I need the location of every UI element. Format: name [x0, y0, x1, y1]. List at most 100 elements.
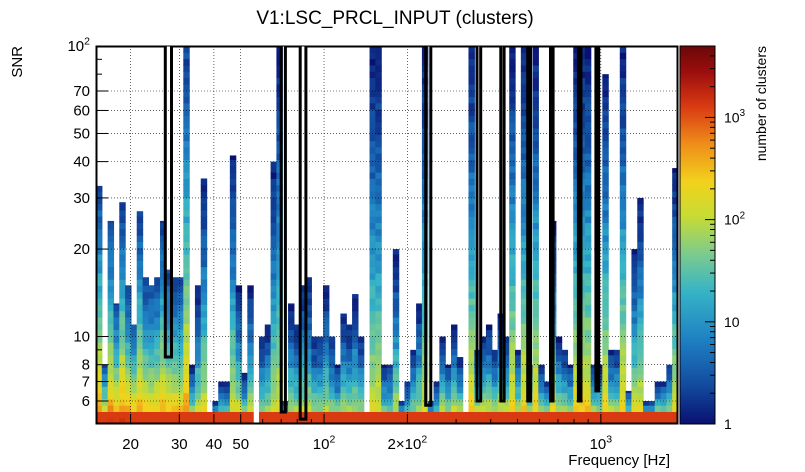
heatmap-cell	[317, 405, 324, 412]
heatmap-cell	[154, 279, 161, 286]
heatmap-cell	[200, 253, 208, 261]
heatmap-cell	[107, 235, 115, 242]
heatmap-cell	[311, 336, 318, 343]
heatmap-cell	[369, 64, 376, 72]
heatmap-cell	[544, 405, 551, 412]
heatmap-cell	[276, 260, 283, 268]
y-axis-label: SNR	[9, 46, 26, 78]
heatmap-cell	[520, 190, 528, 198]
heatmap-cell	[375, 209, 382, 217]
heatmap-cell	[381, 367, 388, 375]
heatmap-cell	[613, 349, 621, 356]
heatmap-cell	[584, 146, 592, 154]
heatmap-cell	[561, 405, 569, 412]
heatmap-cell	[305, 361, 312, 368]
heatmap-cell	[177, 392, 184, 400]
heatmap-cell	[229, 386, 237, 394]
heatmap-cell	[276, 165, 283, 173]
heatmap-cell	[375, 235, 382, 242]
heatmap-cell	[334, 405, 342, 412]
heatmap-cell	[305, 285, 312, 293]
heatmap-cell	[637, 354, 644, 362]
heatmap-cell	[619, 304, 627, 312]
heatmap-cell	[229, 228, 237, 236]
heatmap-cell	[235, 304, 243, 312]
heatmap-cell	[392, 323, 400, 331]
heatmap-cell	[474, 417, 481, 424]
heatmap-cell	[171, 373, 179, 381]
heatmap-cell	[107, 392, 115, 400]
heatmap-cell	[619, 190, 627, 198]
heatmap-cell	[276, 222, 283, 230]
heatmap-cell	[276, 64, 283, 72]
heatmap-cell	[264, 329, 272, 337]
heatmap-cell	[322, 361, 330, 368]
heatmap-cell	[229, 235, 237, 242]
heatmap-cell	[270, 197, 278, 205]
heatmap-cell	[573, 335, 580, 343]
heatmap-cell	[264, 373, 272, 381]
heatmap-cell	[619, 58, 627, 66]
heatmap-cell	[305, 379, 312, 387]
heatmap-cell	[148, 411, 155, 419]
heatmap-cell	[276, 379, 283, 387]
heatmap-cell	[160, 247, 167, 255]
heatmap-cell	[637, 209, 644, 217]
heatmap-cell	[270, 260, 278, 268]
heatmap-cell	[584, 386, 592, 394]
heatmap-cell	[619, 247, 627, 255]
heatmap-cell	[142, 329, 149, 337]
heatmap-cell	[171, 417, 179, 424]
heatmap-cell	[229, 209, 237, 217]
heatmap-cell	[258, 342, 266, 349]
heatmap-cell	[590, 405, 598, 412]
heatmap-cell	[509, 272, 516, 280]
heatmap-cell	[113, 398, 120, 406]
heatmap-cell	[107, 228, 115, 236]
heatmap-cell	[119, 373, 126, 381]
heatmap-cell	[573, 209, 580, 217]
heatmap-cell	[602, 342, 609, 349]
heatmap-cell	[369, 127, 376, 135]
heatmap-cell	[241, 417, 248, 424]
heatmap-cell	[573, 398, 580, 406]
heatmap-cell	[666, 373, 673, 381]
heatmap-cell	[590, 364, 598, 368]
heatmap-cell	[229, 241, 237, 249]
heatmap-cell	[619, 127, 627, 135]
heatmap-cell	[532, 342, 539, 349]
heatmap-cell	[532, 348, 539, 356]
heatmap-cell	[619, 323, 627, 331]
heatmap-cell	[119, 285, 126, 293]
heatmap-cell	[375, 96, 382, 104]
heatmap-cell	[613, 373, 621, 381]
heatmap-cell	[229, 342, 237, 349]
heatmap-cell	[171, 379, 179, 387]
heatmap-cell	[410, 361, 417, 368]
heatmap-cell	[369, 266, 376, 274]
heatmap-cell	[177, 411, 184, 419]
heatmap-cell	[555, 392, 563, 400]
heatmap-cell	[270, 310, 278, 318]
heatmap-cell	[619, 379, 627, 387]
heatmap-cell	[160, 235, 167, 242]
heatmap-cell	[532, 411, 539, 419]
heatmap-cell	[515, 386, 522, 394]
heatmap-cell	[276, 127, 283, 135]
heatmap-cell	[299, 348, 307, 356]
heatmap-cell	[445, 411, 452, 419]
heatmap-cell	[165, 367, 173, 375]
heatmap-cell	[573, 241, 580, 249]
heatmap-cell	[520, 172, 528, 179]
heatmap-cell	[619, 417, 627, 424]
heatmap-cell	[532, 222, 539, 230]
heatmap-cell	[241, 386, 248, 394]
heatmap-cell	[602, 398, 609, 406]
heatmap-cell	[631, 386, 638, 394]
heatmap-cell	[276, 304, 283, 312]
heatmap-cell	[637, 291, 644, 299]
heatmap-cell	[130, 367, 138, 375]
heatmap-cell	[573, 354, 580, 362]
heatmap-cell	[96, 190, 103, 198]
heatmap-cell	[532, 379, 539, 387]
